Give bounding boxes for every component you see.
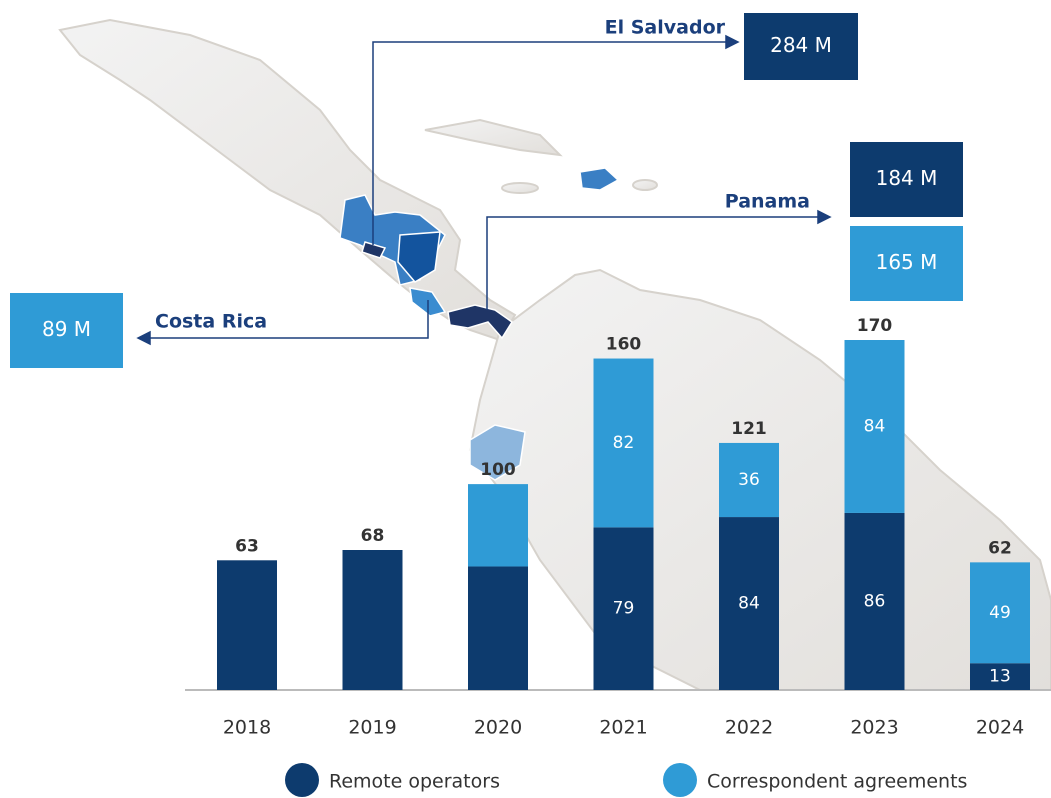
bar-segment	[719, 442, 779, 518]
total-label: 62	[988, 538, 1012, 558]
value-label: 84	[738, 594, 760, 614]
callout-lines	[136, 34, 832, 346]
bar-segment	[593, 358, 654, 528]
bar-segment	[970, 562, 1030, 664]
x-tick-label: 2023	[850, 717, 898, 739]
callout-name: Panama	[725, 191, 810, 213]
callout-box	[850, 142, 963, 217]
total-label: 63	[235, 536, 259, 556]
value-label: 49	[989, 603, 1011, 623]
x-tick-label: 2020	[474, 717, 522, 739]
bar-segment	[342, 550, 403, 690]
x-tick-label: 2024	[976, 717, 1024, 739]
bar-segment	[970, 663, 1030, 690]
bar-segment	[844, 340, 905, 513]
legend-swatch	[663, 763, 697, 797]
total-label: 100	[480, 460, 516, 480]
map-highlights	[339, 167, 620, 481]
value-label: 82	[613, 433, 635, 453]
legend-swatch	[285, 763, 319, 797]
callout-value: 184 M	[876, 166, 938, 190]
x-tick-label: 2021	[599, 717, 647, 739]
legend-label: Remote operators	[329, 771, 500, 793]
total-label: 121	[731, 419, 767, 439]
callout-value: 284 M	[770, 33, 832, 57]
bar-segment	[719, 517, 779, 690]
x-tick-label: 2022	[725, 717, 773, 739]
bar-segment	[217, 560, 277, 690]
bar-segment	[468, 566, 528, 690]
legend-label: Correspondent agreements	[707, 771, 967, 793]
callout-box	[744, 13, 858, 80]
callout-value: 89 M	[42, 317, 91, 341]
x-tick-label: 2019	[348, 717, 396, 739]
total-label: 170	[857, 316, 893, 336]
callout-box	[10, 293, 123, 368]
callout-name: El Salvador	[605, 17, 726, 39]
value-label: 79	[613, 599, 635, 619]
bar-segment	[468, 484, 528, 567]
callout-name: Costa Rica	[155, 311, 267, 333]
total-label: 160	[606, 335, 642, 355]
value-label: 86	[864, 591, 886, 611]
total-label: 68	[361, 526, 385, 546]
callout-box	[850, 226, 963, 301]
value-label: 36	[738, 470, 760, 490]
bar-segment	[844, 512, 905, 690]
value-label: 84	[864, 416, 886, 436]
value-label: 13	[989, 667, 1011, 687]
x-tick-label: 2018	[223, 717, 271, 739]
callout-value: 165 M	[876, 250, 938, 274]
bar-segment	[593, 527, 654, 690]
